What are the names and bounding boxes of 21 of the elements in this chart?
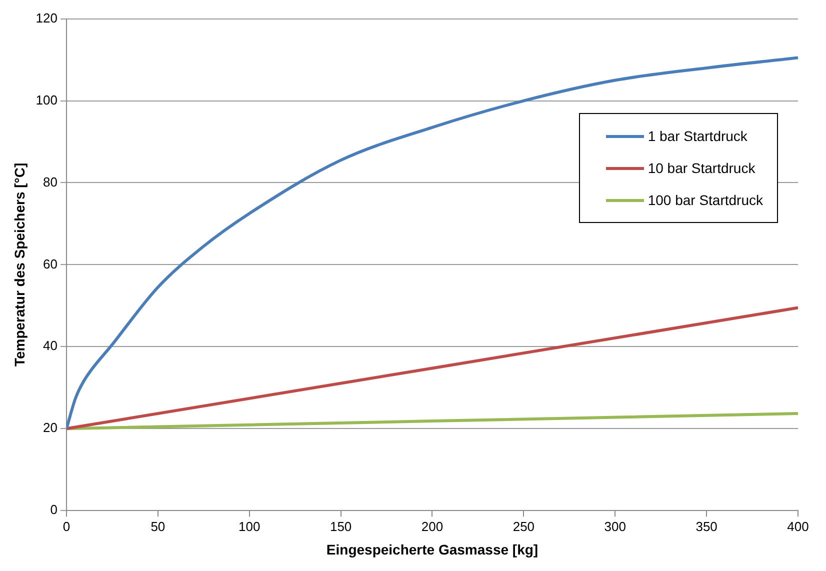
legend-label: 1 bar Startdruck	[648, 128, 748, 144]
x-axis-title: Eingespeicherte Gasmasse [kg]	[326, 541, 538, 558]
x-tick-label: 300	[604, 518, 626, 534]
x-tick-label: 400	[787, 518, 809, 534]
x-tick-label: 250	[512, 518, 535, 534]
y-tick-label: 60	[43, 256, 58, 272]
y-tick-label: 20	[43, 420, 58, 436]
legend-label: 10 bar Startdruck	[648, 160, 756, 176]
y-tick-label: 100	[36, 92, 58, 108]
y-tick-label: 40	[43, 338, 58, 354]
y-tick-label: 0	[50, 502, 58, 518]
x-tick-label: 0	[62, 518, 70, 534]
legend-label: 100 bar Startdruck	[648, 192, 763, 208]
y-axis-title: Temperatur des Speichers [°C]	[11, 162, 28, 367]
y-tick-label: 120	[36, 10, 58, 26]
x-tick-label: 100	[238, 518, 260, 534]
x-tick-label: 350	[696, 518, 718, 534]
x-tick-label: 150	[330, 518, 352, 534]
y-tick-label: 80	[43, 174, 58, 190]
x-tick-label: 200	[421, 518, 444, 534]
x-tick-label: 50	[150, 518, 166, 534]
